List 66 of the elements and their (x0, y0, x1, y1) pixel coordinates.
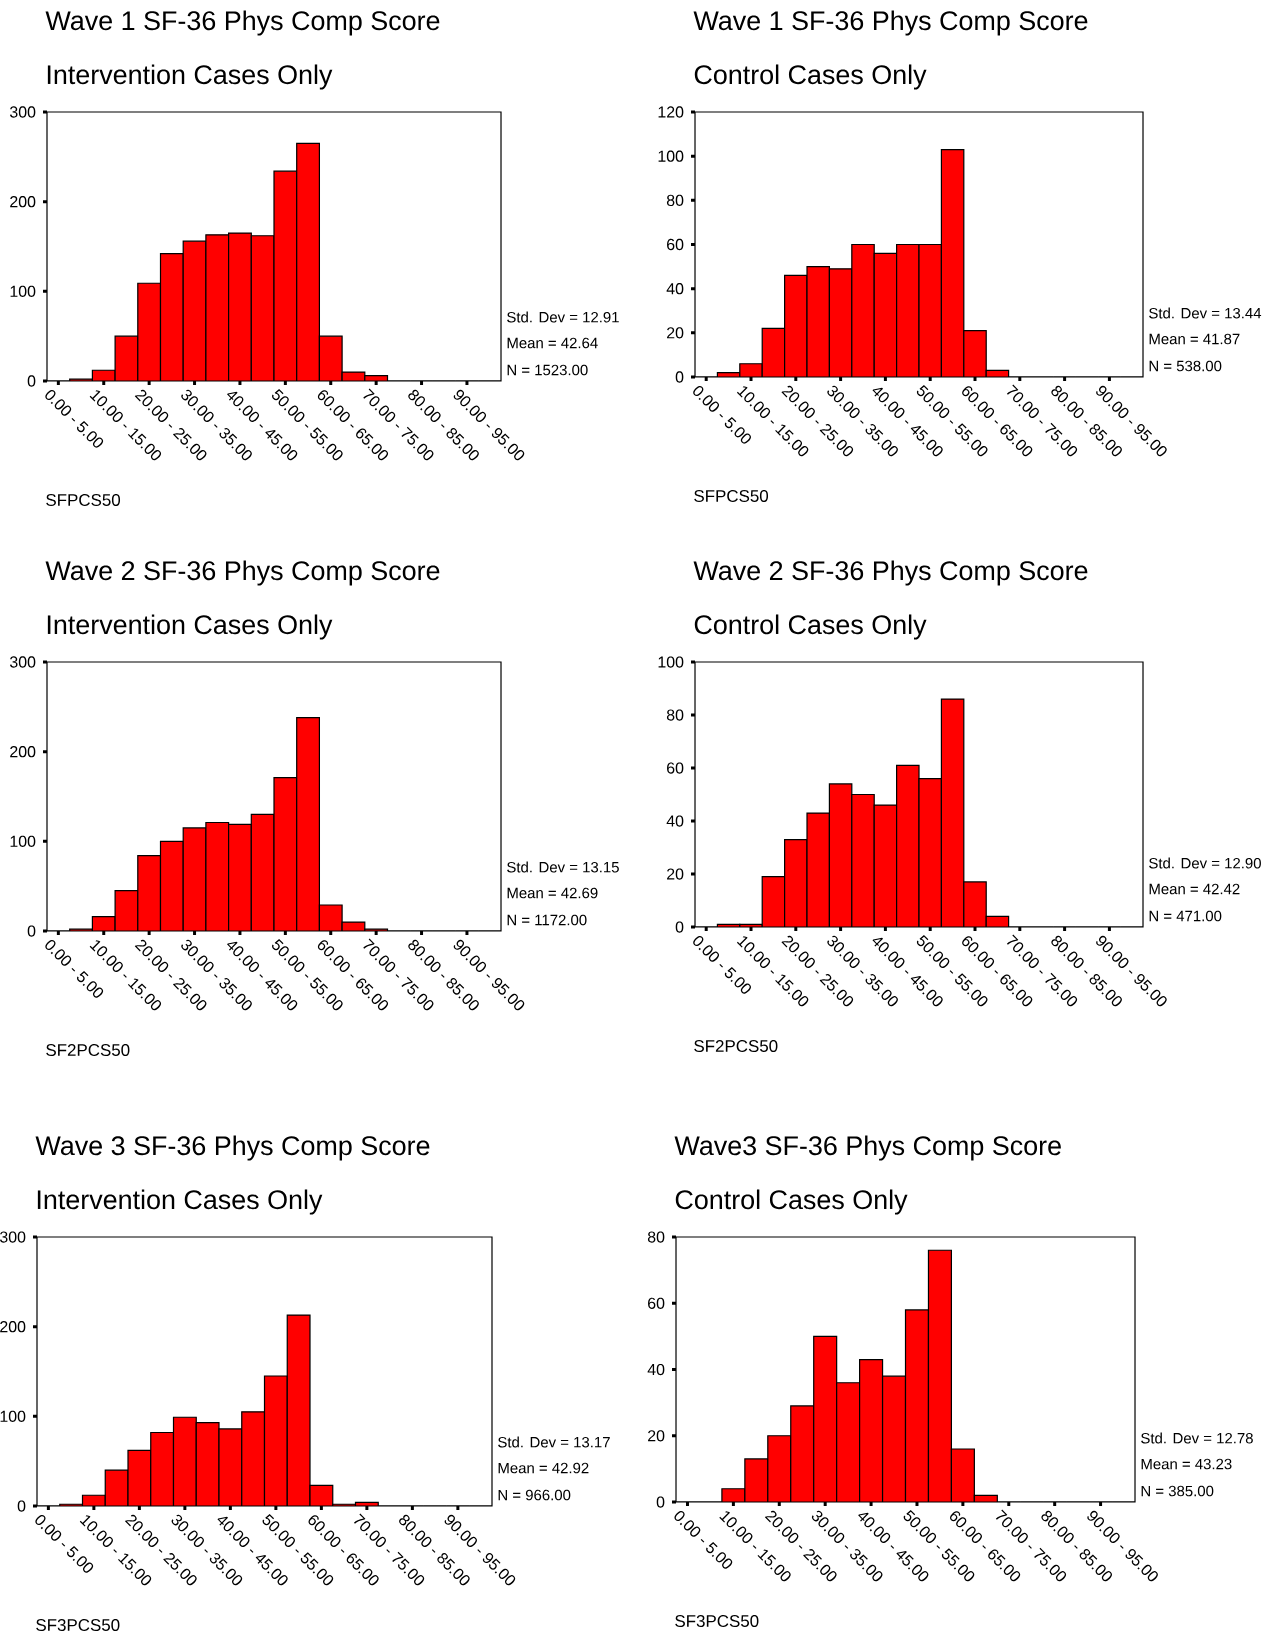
x-axis-title: SF2PCS50 (694, 1040, 778, 1052)
y-tick-label: 20 (667, 327, 684, 339)
x-axis-title: SF3PCS50 (675, 1615, 759, 1628)
x-axis-title: SFPCS50 (46, 494, 121, 506)
y-tick-label: 120 (658, 106, 684, 118)
y-tick-label: 0 (17, 1500, 26, 1512)
text: Mean = 42.42 (1149, 883, 1240, 895)
y-tick-label: 60 (667, 238, 684, 251)
y-tick-label: 300 (9, 656, 36, 668)
chart-title: Wave 3 SF-36 Phys Comp Score (35, 1135, 430, 1161)
chart-title: Wave 2 SF-36 Phys Comp Score (693, 560, 1088, 586)
text: N = 538.00 (1149, 360, 1222, 372)
chart-subtitle: Intervention Cases Only (47, 614, 333, 640)
y-tick-label: 200 (0, 1321, 26, 1333)
y-tick-label: 200 (10, 746, 36, 758)
y-tick-label: 80 (666, 709, 684, 721)
y-tick-label: 40 (666, 815, 684, 827)
y-tick-label: 60 (667, 762, 684, 774)
y-tick-label: 300 (0, 1231, 26, 1243)
chart-title: Wave 1 SF-36 Phys Comp Score (693, 10, 1088, 36)
text: Std. Dev = 13.17 (498, 1436, 610, 1448)
text: Mean = 42.69 (507, 887, 598, 899)
text: Mean = 41.87 (1149, 333, 1240, 345)
text: N = 1172.00 (507, 914, 587, 926)
chart-subtitle: Control Cases Only (675, 1189, 908, 1215)
y-tick-label: 0 (27, 925, 36, 937)
text: N = 966.00 (498, 1489, 571, 1501)
text: Mean = 43.23 (1141, 1458, 1232, 1470)
text: Std. Dev = 12.90 (1149, 857, 1261, 869)
text: Std. Dev = 13.44 (1149, 307, 1262, 319)
x-axis-title: SFPCS50 (694, 490, 769, 502)
text: Mean = 42.92 (498, 1462, 589, 1474)
text: Std. Dev = 12.78 (1141, 1432, 1253, 1444)
y-tick-label: 100 (10, 285, 36, 297)
chart-title: Wave 2 SF-36 Phys Comp Score (45, 560, 440, 586)
text: Std. Dev = 12.91 (507, 311, 619, 323)
y-tick-label: 20 (667, 868, 684, 880)
y-tick-label: 0 (656, 1496, 665, 1508)
y-tick-label: 0 (27, 375, 36, 387)
y-tick-label: 60 (648, 1297, 665, 1309)
y-tick-label: 80 (666, 194, 684, 206)
text: Mean = 42.64 (507, 337, 598, 349)
y-tick-label: 80 (647, 1231, 665, 1243)
chart-subtitle: Control Cases Only (694, 614, 927, 640)
chart-title: Wave 1 SF-36 Phys Comp Score (45, 10, 440, 36)
y-tick-label: 100 (658, 150, 684, 162)
text: N = 385.00 (1141, 1485, 1214, 1497)
x-axis-title: SF2PCS50 (46, 1044, 130, 1056)
y-tick-label: 100 (658, 656, 684, 668)
y-tick-label: 300 (9, 106, 36, 118)
text: N = 471.00 (1149, 910, 1222, 922)
y-tick-label: 100 (10, 835, 36, 847)
y-tick-label: 0 (675, 921, 684, 933)
y-tick-label: 40 (666, 283, 684, 295)
text: N = 1523.00 (507, 364, 588, 376)
y-tick-label: 20 (648, 1430, 665, 1442)
chart-subtitle: Intervention Cases Only (37, 1189, 323, 1215)
y-tick-label: 200 (10, 196, 36, 208)
chart-title: Wave3 SF-36 Phys Comp Score (674, 1135, 1061, 1161)
text: Std. Dev = 13.15 (507, 861, 619, 873)
chart-subtitle: Intervention Cases Only (47, 64, 333, 90)
y-tick-label: 0 (675, 371, 684, 383)
x-axis-title: SF3PCS50 (36, 1619, 120, 1632)
y-tick-label: 100 (0, 1410, 26, 1422)
y-tick-label: 40 (647, 1363, 665, 1376)
chart-subtitle: Control Cases Only (694, 64, 927, 90)
